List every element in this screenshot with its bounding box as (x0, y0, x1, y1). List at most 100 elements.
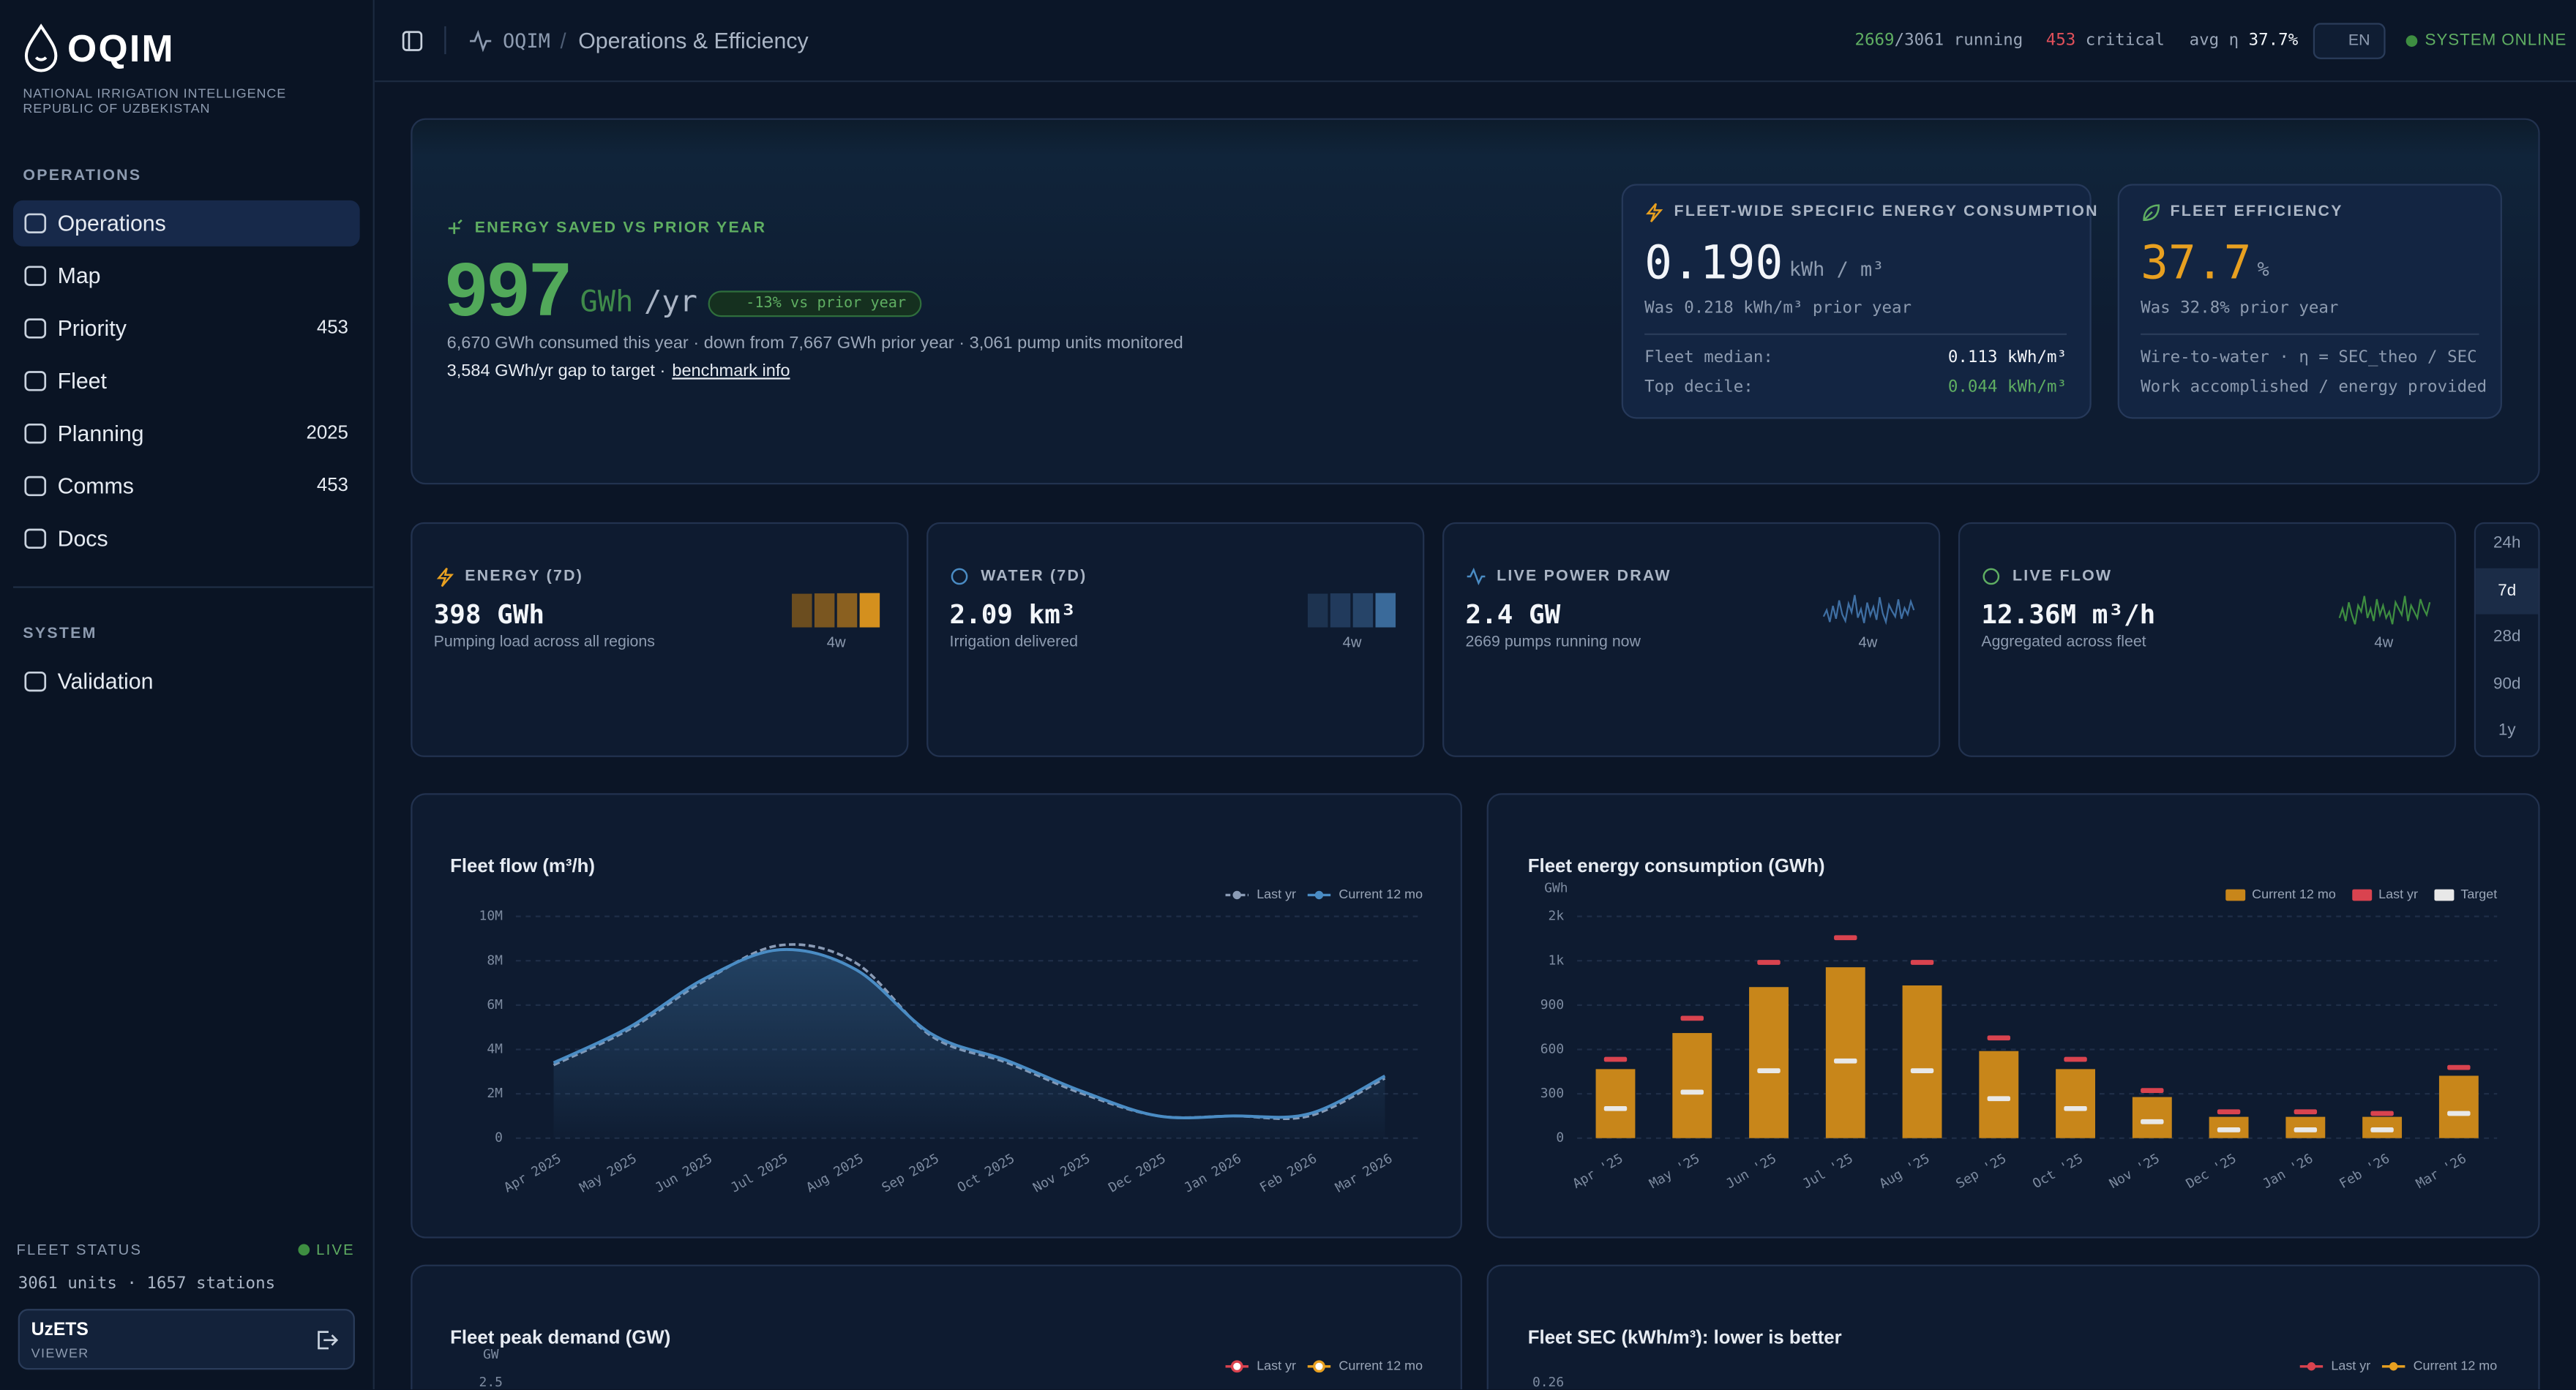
x-tick-label: Dec 2025 (1106, 1151, 1168, 1195)
chart-panel (411, 1264, 1462, 1390)
range-box (2474, 522, 2540, 757)
x-tick-label: Feb '26 (2337, 1151, 2392, 1192)
legend-dot (1230, 1360, 1243, 1373)
y-tick-label: 300 (1540, 1086, 1564, 1101)
marker (1987, 1035, 2011, 1041)
user-box[interactable] (18, 1309, 355, 1370)
legend-label: Last yr (2331, 1358, 2370, 1372)
nav-item[interactable]: Validation (57, 669, 154, 694)
legend-dot (1313, 1360, 1325, 1373)
running-note: /3061 running (1894, 31, 2023, 50)
hero-summary: 6,670 GWh consumed this year · down from… (446, 333, 1183, 353)
kpi-icon (436, 567, 454, 587)
kpi-card (1442, 522, 1941, 757)
card-row-label: Top decile: (1644, 378, 1753, 397)
language-button[interactable] (2313, 23, 2386, 59)
trend-bar (1375, 593, 1396, 628)
marker (2294, 1127, 2318, 1132)
kpi-period: 4w (2374, 634, 2394, 650)
brand: OQIM (67, 27, 175, 70)
x-tick-label: Jun 2025 (653, 1151, 715, 1195)
x-tick-label: Apr 2025 (501, 1151, 564, 1195)
bar (2438, 1075, 2479, 1138)
nav-item[interactable]: Map (57, 263, 101, 288)
x-tick-label: Aug '25 (1877, 1151, 1933, 1192)
x-tick-label: Aug 2025 (804, 1151, 866, 1195)
kpi-title: LIVE FLOW (2012, 567, 2113, 586)
x-tick-label: Dec '25 (2184, 1151, 2239, 1192)
sidebar-toggle[interactable] (402, 31, 423, 51)
nav-item[interactable]: Docs (57, 526, 108, 552)
gap-text: 3,584 GWh/yr gap to target · (446, 361, 666, 381)
kpi-card (926, 522, 1425, 757)
logout-icon[interactable] (318, 1331, 339, 1350)
nav-item[interactable]: Fleet (57, 368, 107, 394)
nav-item[interactable]: Comms (57, 473, 134, 499)
nav-item[interactable]: Planning (57, 421, 144, 446)
sidebar-divider (12, 586, 373, 588)
range-option[interactable]: 1y (2498, 721, 2516, 740)
y-tick-label: 6M (487, 997, 503, 1013)
x-tick-label: May '25 (1647, 1151, 1702, 1192)
fleet-status-title: FLEET STATUS (16, 1241, 143, 1258)
line (553, 947, 1386, 1120)
range-option[interactable]: 28d (2493, 628, 2521, 647)
system-status: SYSTEM ONLINE (2425, 31, 2567, 50)
legend-label: Current 12 mo (2414, 1358, 2498, 1372)
bar (2056, 1069, 2095, 1138)
range-option[interactable]: 24h (2493, 534, 2521, 553)
bar (1749, 987, 1789, 1138)
legend-label: Last yr (2378, 887, 2418, 901)
nav-item[interactable]: Operations (57, 211, 166, 236)
x-tick-label: Feb 2026 (1257, 1151, 1319, 1195)
nav-item[interactable]: Priority (57, 316, 127, 341)
logo-icon (24, 23, 58, 72)
online-dot (2405, 35, 2418, 47)
nav-icon (24, 476, 47, 497)
fleet-counts: 2669/3061 running 453 critical avg η 37.7% (1854, 32, 2298, 50)
x-tick-label: Jan 2026 (1182, 1151, 1244, 1195)
kpi-title: LIVE POWER DRAW (1497, 567, 1671, 586)
nav-icon (24, 671, 47, 692)
range-option[interactable]: 7d (2498, 581, 2517, 600)
y-axis-label: GWh (1544, 880, 1568, 895)
bar (1595, 1069, 1636, 1138)
kpi-title: WATER (7D) (981, 567, 1087, 586)
legend-label: Target (2460, 887, 2497, 901)
language[interactable]: EN (2348, 31, 2370, 50)
card-divider (1644, 333, 2067, 335)
nav-badge: 453 (316, 318, 348, 339)
y-tick-label: 8M (487, 953, 503, 968)
marker (1603, 1056, 1628, 1062)
kpi-period: 4w (1342, 634, 1362, 650)
hero-per: /yr (644, 285, 697, 320)
tagline: NATIONAL IRRIGATION INTELLIGENCE (23, 86, 287, 102)
y-tick-label: 2.5 (479, 1375, 503, 1389)
chart-title: Fleet peak demand (GW) (450, 1329, 671, 1349)
range-option[interactable]: 90d (2493, 675, 2521, 694)
y-tick-label: 2M (487, 1086, 503, 1101)
hero-gap: 3,584 GWh/yr gap to target · benchmark in… (447, 361, 790, 381)
header-bar (374, 0, 2576, 83)
card-row-value: 0.044 kWh/m³ (1947, 378, 2067, 397)
hero-unit: GWh (580, 285, 634, 320)
x-tick-label: Mar 2026 (1333, 1151, 1395, 1195)
marker (2370, 1111, 2394, 1116)
breadcrumb-separator: / (560, 29, 566, 53)
x-tick-label: May 2025 (577, 1151, 639, 1195)
y-tick-label: 900 (1540, 997, 1564, 1013)
y-tick-label: 4M (487, 1041, 503, 1056)
sparkline (1822, 595, 1915, 626)
marker (2370, 1127, 2394, 1132)
x-tick-label: Jun '25 (1723, 1151, 1779, 1192)
trend-bar (792, 593, 812, 628)
y-axis-label: GW (483, 1347, 499, 1362)
hero-badge: -13% vs prior year (708, 290, 921, 318)
x-tick-label: Nov 2025 (1030, 1151, 1093, 1195)
benchmark-link[interactable]: benchmark info (672, 361, 790, 381)
kpi-icon (951, 568, 968, 585)
tagline: REPUBLIC OF UZBEKISTAN (23, 101, 211, 116)
running-count: 2669 (1854, 31, 1895, 50)
